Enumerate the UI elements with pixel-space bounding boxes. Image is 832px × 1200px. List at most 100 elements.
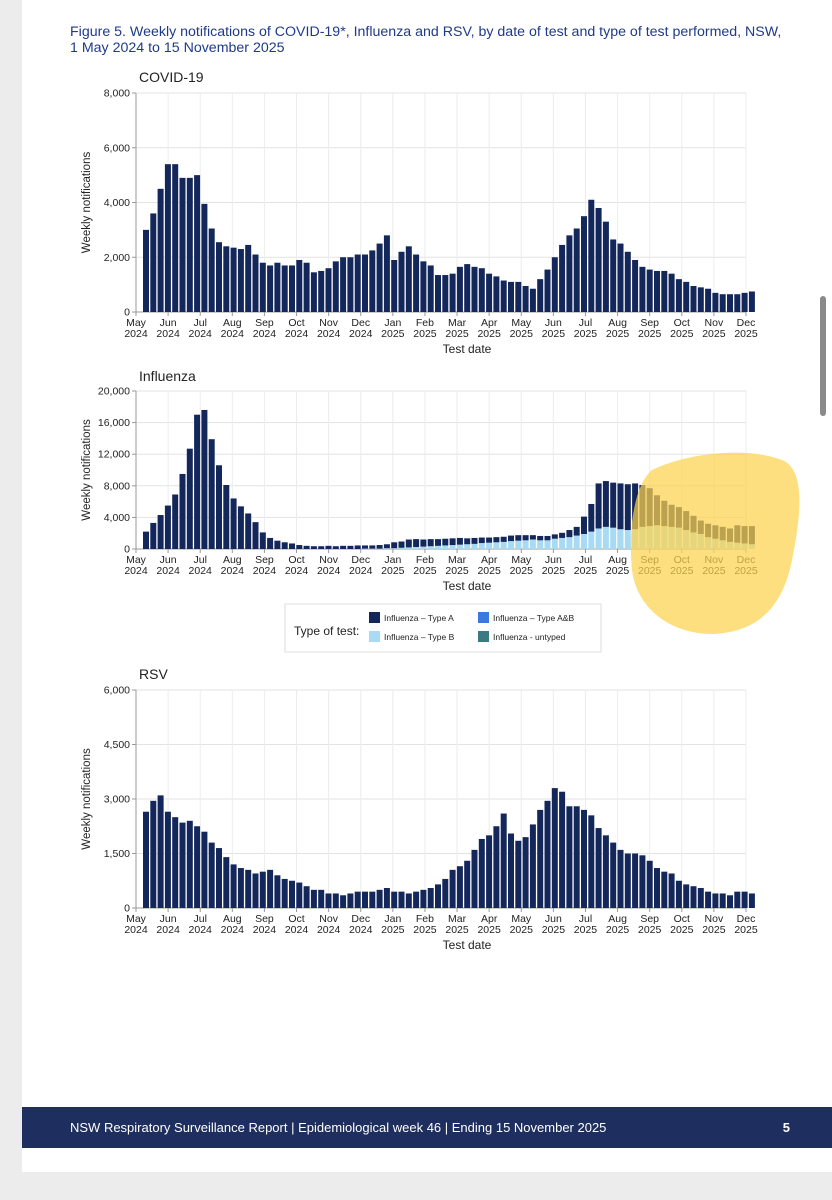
x-tick-month: May bbox=[126, 913, 147, 925]
bar bbox=[354, 545, 361, 549]
bar bbox=[493, 826, 500, 908]
bar bbox=[581, 533, 587, 549]
bar bbox=[369, 545, 376, 549]
y-tick-label: 6,000 bbox=[104, 142, 130, 154]
y-axis-label: Weekly notifications bbox=[81, 152, 93, 254]
x-tick-year: 2024 bbox=[253, 924, 277, 936]
bar bbox=[478, 268, 485, 312]
bar bbox=[486, 542, 493, 549]
bar bbox=[259, 871, 266, 908]
bar bbox=[529, 535, 536, 540]
x-tick-label: May 2024 bbox=[124, 554, 148, 577]
x-tick-year: 2025 bbox=[638, 924, 662, 936]
x-tick-month: Nov bbox=[319, 554, 338, 566]
x-tick-month: Nov bbox=[705, 913, 724, 925]
bar bbox=[274, 540, 281, 549]
x-tick-month: Jun bbox=[545, 317, 562, 329]
bar bbox=[143, 531, 149, 549]
bar bbox=[464, 264, 471, 312]
x-tick-year: 2025 bbox=[542, 328, 566, 340]
x-tick-month: Jul bbox=[193, 913, 206, 925]
bar bbox=[741, 292, 748, 312]
bar bbox=[624, 484, 631, 531]
x-axis-label: Test date bbox=[443, 938, 492, 952]
report-page: Figure 5. Weekly notifications of COVID-… bbox=[22, 0, 832, 1172]
bar bbox=[573, 535, 580, 549]
bar bbox=[610, 482, 617, 528]
x-tick-year: 2025 bbox=[574, 565, 598, 577]
legend-label: Influenza - untyped bbox=[493, 632, 566, 642]
bar bbox=[383, 235, 390, 312]
bar bbox=[347, 257, 354, 312]
bar bbox=[661, 270, 668, 312]
bar bbox=[164, 505, 171, 549]
x-tick-month: Oct bbox=[674, 317, 690, 329]
x-tick-year: 2025 bbox=[445, 924, 469, 936]
bar bbox=[522, 285, 529, 312]
y-tick-label: 3,000 bbox=[104, 794, 130, 806]
x-tick-label: Mar 2025 bbox=[445, 913, 469, 936]
bar bbox=[201, 203, 208, 312]
bar bbox=[464, 544, 471, 549]
bar bbox=[208, 228, 215, 312]
x-tick-label: Jul 2024 bbox=[189, 913, 213, 936]
bar bbox=[551, 788, 558, 908]
x-tick-month: Jul bbox=[193, 317, 206, 329]
bar bbox=[559, 537, 566, 549]
x-tick-year: 2024 bbox=[156, 565, 180, 577]
y-tick-label: 2,000 bbox=[104, 252, 130, 264]
bar bbox=[405, 893, 412, 908]
legend-box bbox=[284, 603, 602, 653]
bar bbox=[595, 828, 602, 908]
x-tick-year: 2025 bbox=[702, 328, 726, 340]
bar bbox=[245, 513, 252, 549]
x-tick-year: 2025 bbox=[445, 328, 469, 340]
x-tick-label: Dec 2024 bbox=[349, 317, 373, 340]
bar bbox=[617, 529, 624, 549]
bar bbox=[340, 257, 347, 312]
bar bbox=[398, 251, 405, 312]
chart-title: Influenza bbox=[139, 368, 196, 384]
x-tick-year: 2024 bbox=[221, 924, 245, 936]
bar bbox=[237, 506, 244, 549]
x-tick-label: Feb 2025 bbox=[413, 913, 437, 936]
bar bbox=[332, 546, 339, 549]
scrollbar-thumb[interactable] bbox=[820, 296, 826, 416]
bar bbox=[464, 860, 471, 908]
bar bbox=[559, 791, 566, 908]
bar bbox=[551, 534, 558, 539]
legend-swatch bbox=[369, 631, 380, 642]
y-tick-label: 20,000 bbox=[98, 386, 130, 398]
x-tick-month: Sep bbox=[640, 913, 659, 925]
bar bbox=[383, 888, 390, 908]
bar bbox=[405, 547, 412, 549]
bar bbox=[727, 294, 733, 312]
bar bbox=[632, 259, 639, 312]
bar bbox=[289, 265, 295, 312]
x-tick-label: Sep 2024 bbox=[253, 913, 277, 936]
bar bbox=[566, 806, 573, 908]
bar bbox=[376, 545, 383, 549]
bar bbox=[449, 273, 456, 312]
bar bbox=[624, 530, 631, 549]
x-tick-label: Aug 2024 bbox=[221, 317, 245, 340]
bar bbox=[172, 164, 179, 312]
bar bbox=[697, 888, 704, 908]
x-tick-year: 2025 bbox=[510, 924, 534, 936]
bar bbox=[420, 539, 427, 547]
bar bbox=[617, 483, 624, 530]
x-tick-month: Jun bbox=[545, 554, 562, 566]
x-tick-month: Jul bbox=[579, 317, 592, 329]
bar bbox=[712, 292, 719, 312]
bar bbox=[456, 537, 463, 545]
bar bbox=[201, 831, 208, 908]
bar bbox=[566, 537, 573, 549]
bar bbox=[413, 547, 420, 549]
bar bbox=[391, 542, 398, 549]
bar bbox=[588, 815, 595, 908]
bar bbox=[442, 878, 449, 908]
bar bbox=[683, 281, 690, 312]
x-tick-month: Aug bbox=[608, 554, 627, 566]
